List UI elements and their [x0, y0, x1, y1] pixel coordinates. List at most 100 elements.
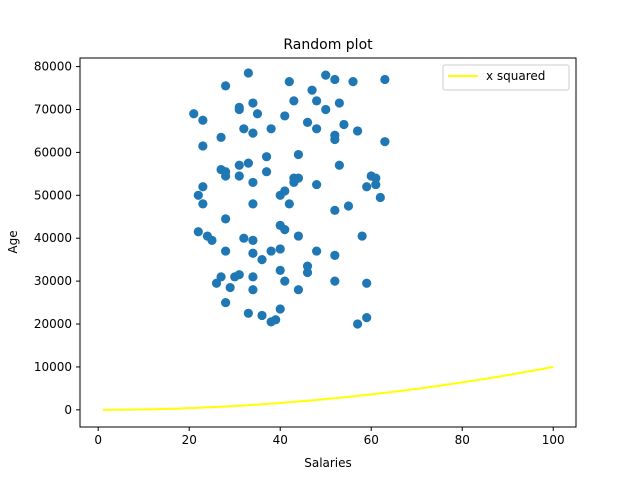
scatter-point [302, 261, 313, 271]
scatter-point [321, 70, 331, 80]
y-tick-label: 50000 [34, 188, 72, 202]
scatter-point [312, 246, 322, 256]
scatter-point [257, 310, 267, 321]
scatter-point [280, 186, 290, 196]
scatter-point [248, 177, 258, 188]
scatter-point [248, 98, 258, 108]
y-tick-label: 10000 [34, 360, 72, 374]
scatter-point [248, 235, 258, 245]
scatter-point [198, 115, 208, 125]
scatter-point [330, 276, 340, 286]
x-tick-label: 0 [94, 433, 102, 447]
x-axis-ticks: 0 20 40 60 80 100 [94, 427, 565, 447]
scatter-point [280, 225, 290, 235]
scatter-point [289, 96, 299, 106]
scatter-point [234, 160, 244, 170]
scatter-point [221, 214, 231, 224]
scatter-point [293, 285, 304, 295]
scatter-point [293, 231, 304, 241]
scatter-point [362, 278, 372, 288]
scatter-point [193, 190, 203, 200]
scatter-point [221, 171, 231, 181]
scatter-point [234, 104, 244, 115]
x-tick-label: 40 [273, 433, 288, 447]
scatter-point [207, 235, 217, 245]
scatter-point [243, 308, 253, 318]
x-tick-label: 20 [182, 433, 197, 447]
scatter-point [339, 119, 349, 130]
scatter-point [189, 109, 199, 119]
scatter-point [221, 297, 231, 308]
scatter-point [198, 182, 208, 192]
x-tick-label: 80 [455, 433, 470, 447]
y-tick-label: 40000 [34, 231, 72, 245]
scatter-point [234, 171, 244, 181]
scatter-point [380, 74, 390, 85]
scatter-point [275, 304, 285, 314]
scatter-point [234, 270, 244, 280]
scatter-point [280, 276, 290, 286]
scatter-point [312, 124, 322, 134]
scatter-point [330, 250, 340, 260]
y-tick-label: 80000 [34, 60, 72, 74]
scatter-point [216, 272, 226, 282]
scatter-point [248, 128, 258, 138]
scatter-point [334, 98, 344, 108]
scatter-point [198, 141, 208, 151]
scatter-point [275, 265, 285, 275]
y-axis-label: Age [6, 230, 20, 253]
scatter-point [252, 109, 263, 119]
scatter-point [266, 124, 276, 134]
scatter-point [248, 248, 258, 258]
scatter-point [302, 117, 313, 127]
scatter-point [321, 104, 331, 115]
scatter-point [375, 192, 385, 203]
plot-area: 0 20 40 60 80 100 0 10000 20000 30000 40000 50000 6… [34, 57, 577, 447]
scatter-point [312, 96, 322, 106]
scatter-point [221, 81, 231, 91]
scatter-point [261, 167, 272, 177]
scatter-point [302, 267, 313, 278]
scatter-point [271, 315, 281, 325]
scatter-point [330, 74, 340, 85]
scatter-point [334, 160, 344, 170]
scatter-point [352, 319, 363, 329]
scatter-point [248, 199, 258, 209]
scatter-point [248, 285, 258, 295]
scatter-point [352, 126, 363, 136]
scatter-point [362, 312, 372, 323]
scatter-point [216, 132, 226, 142]
scatter-point [248, 272, 258, 282]
scatter-point [357, 231, 367, 241]
scatter-point [239, 124, 249, 134]
scatter-point [280, 111, 290, 121]
scatter-point [371, 179, 381, 190]
scatter-point [261, 152, 272, 162]
legend-label-x-squared: x squared [486, 69, 545, 83]
scatter-point [343, 201, 354, 211]
scatter-point [284, 199, 294, 209]
scatter-point [293, 149, 304, 160]
legend: x squared [442, 64, 570, 91]
scatter-point [239, 233, 249, 243]
scatter-point [380, 137, 390, 147]
scatter-point [362, 182, 372, 192]
scatter-point [293, 173, 304, 183]
scatter-point [284, 77, 294, 87]
scatter-point [193, 227, 203, 237]
series-layer [102, 68, 554, 411]
x-tick-label: 60 [364, 433, 379, 447]
x-axis-label: Salaries [304, 456, 352, 470]
y-tick-label: 30000 [34, 274, 72, 288]
scatter-point [243, 68, 253, 78]
y-tick-label: 20000 [34, 317, 72, 331]
scatter-point [243, 158, 253, 168]
y-axis-ticks: 0 10000 20000 30000 40000 50000 60000 70000 8000… [34, 60, 80, 417]
chart-title: Random plot [283, 37, 373, 53]
scatter-point [330, 134, 340, 145]
scatter-point [225, 282, 235, 293]
y-tick-label: 60000 [34, 145, 72, 159]
y-tick-label: 0 [64, 403, 72, 417]
